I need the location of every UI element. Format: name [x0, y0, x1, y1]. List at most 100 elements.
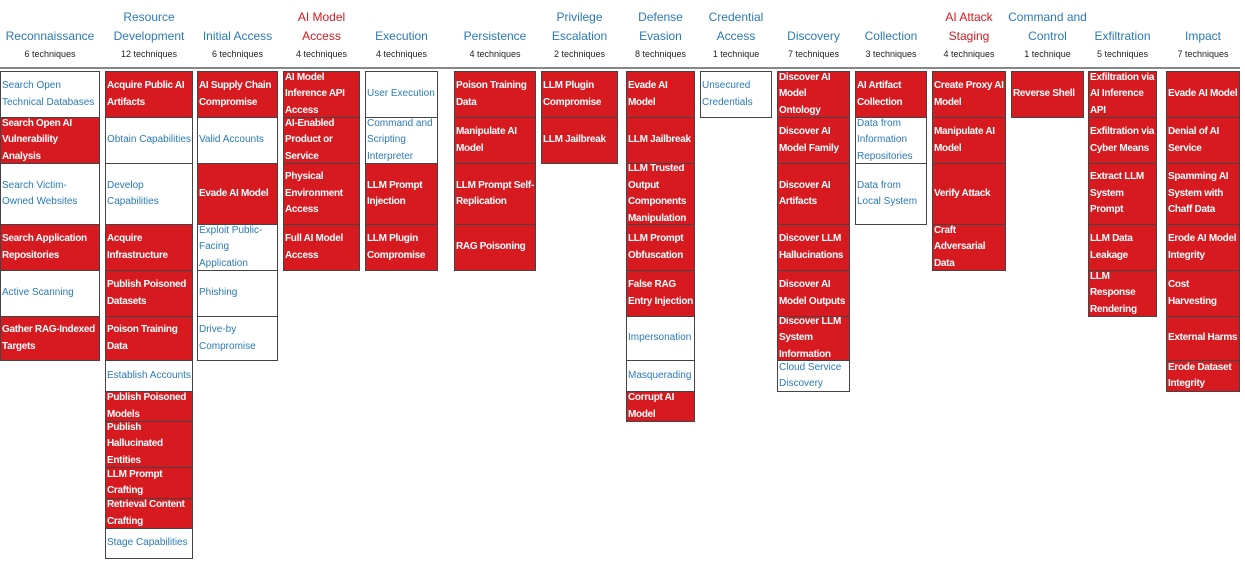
technique-cell[interactable]: RAG Poisoning [454, 225, 536, 271]
technique-cell[interactable]: Cloud Service Discovery [777, 361, 850, 392]
technique-cell[interactable]: Exploit Public-Facing Application [197, 225, 278, 271]
technique-count: 7 techniques [1177, 49, 1229, 59]
technique-cell[interactable]: LLM Trusted Output Components Manipulati… [626, 164, 695, 225]
technique-cell[interactable]: Masquerading [626, 361, 695, 392]
technique-cell[interactable]: Exfiltration via Cyber Means [1088, 118, 1157, 164]
technique-label: Discover AI Model Family [779, 126, 839, 154]
technique-cell[interactable]: Gather RAG-Indexed Targets [0, 317, 100, 361]
technique-cell[interactable]: Data from Information Repositories [855, 118, 927, 164]
technique-cell[interactable]: LLM Plugin Compromise [365, 225, 438, 271]
technique-cell[interactable]: LLM Plugin Compromise [541, 71, 618, 118]
technique-cell[interactable]: Data from Local System [855, 164, 927, 225]
technique-cell[interactable]: Discover LLM Hallucinations [777, 225, 850, 271]
technique-cell[interactable]: LLM Prompt Crafting [105, 468, 193, 499]
technique-cell[interactable]: Discover AI Model Ontology [777, 71, 850, 118]
technique-cell[interactable]: Cost Harvesting [1166, 271, 1240, 317]
technique-cell[interactable]: LLM Prompt Injection [365, 164, 438, 225]
technique-cell[interactable]: AI Artifact Collection [855, 71, 927, 118]
technique-cell[interactable]: Erode Dataset Integrity [1166, 361, 1240, 392]
technique-cell[interactable]: Search Open Technical Databases [0, 71, 100, 118]
technique-cell[interactable]: Discover AI Model Outputs [777, 271, 850, 317]
technique-cell[interactable]: Physical Environment Access [283, 164, 360, 225]
technique-cell[interactable]: LLM Jailbreak [541, 118, 618, 164]
technique-cell[interactable]: LLM Prompt Self-Replication [454, 164, 536, 225]
tactic-title[interactable]: Command and Control [1008, 10, 1087, 43]
tactic-title[interactable]: Initial Access [202, 29, 273, 43]
technique-cell[interactable]: LLM Response Rendering [1088, 271, 1157, 317]
technique-cell[interactable]: External Harms [1166, 317, 1240, 361]
technique-cell[interactable]: False RAG Entry Injection [626, 271, 695, 317]
technique-cell[interactable]: User Execution [365, 71, 438, 118]
technique-cell[interactable]: AI Model Inference API Access [283, 71, 360, 118]
technique-cell[interactable]: Acquire Infrastructure [105, 225, 193, 271]
tactic-title[interactable]: Defense Evasion [638, 10, 683, 43]
technique-cell[interactable]: Unsecured Credentials [700, 71, 772, 118]
technique-cell[interactable]: Evade AI Model [626, 71, 695, 118]
tactic-title[interactable]: Privilege Escalation [551, 10, 608, 43]
technique-label: Data from Local System [857, 179, 918, 208]
technique-cell[interactable]: Publish Poisoned Datasets [105, 271, 193, 317]
technique-label: Erode Dataset Integrity [1168, 361, 1232, 390]
technique-cell[interactable]: Active Scanning [0, 271, 100, 317]
tactic-column-initial-access: AI Supply Chain Compromise Valid Accounts… [197, 71, 278, 361]
technique-cell[interactable]: Craft Adversarial Data [932, 225, 1006, 271]
technique-cell[interactable]: Evade AI Model [1166, 71, 1240, 118]
technique-cell[interactable]: Manipulate AI Model [932, 118, 1006, 164]
technique-cell[interactable]: Erode AI Model Integrity [1166, 225, 1240, 271]
technique-cell[interactable]: Search Open AI Vulnerability Analysis [0, 118, 100, 164]
technique-cell[interactable]: Verify Attack [932, 164, 1006, 225]
technique-cell[interactable]: Command and Scripting Interpreter [365, 118, 438, 164]
technique-cell[interactable]: Spamming AI System with Chaff Data [1166, 164, 1240, 225]
tactic-title[interactable]: AI Attack Staging [945, 10, 993, 43]
technique-cell[interactable]: Valid Accounts [197, 118, 278, 164]
technique-cell[interactable]: Discover AI Model Family [777, 118, 850, 164]
technique-cell[interactable]: Obtain Capabilities [105, 118, 193, 164]
technique-cell[interactable]: Impersonation [626, 317, 695, 361]
technique-cell[interactable]: AI Supply Chain Compromise [197, 71, 278, 118]
technique-cell[interactable]: Extract LLM System Prompt [1088, 164, 1157, 225]
tactic-title[interactable]: Resource Development [113, 10, 185, 43]
tactic-title[interactable]: Discovery [787, 29, 840, 43]
technique-cell[interactable]: LLM Data Leakage [1088, 225, 1157, 271]
technique-cell[interactable]: Poison Training Data [454, 71, 536, 118]
technique-cell[interactable]: Search Victim-Owned Websites [0, 164, 100, 225]
technique-cell[interactable]: Create Proxy AI Model [932, 71, 1006, 118]
tactic-title[interactable]: Credential Access [708, 10, 764, 43]
technique-cell[interactable]: Develop Capabilities [105, 164, 193, 225]
tactic-title[interactable]: Persistence [463, 29, 527, 43]
technique-label: LLM Jailbreak [543, 134, 606, 146]
technique-cell[interactable]: Reverse Shell [1011, 71, 1084, 118]
technique-cell[interactable]: LLM Prompt Obfuscation [626, 225, 695, 271]
tactic-title[interactable]: AI Model Access [297, 10, 346, 43]
technique-cell[interactable]: Publish Hallucinated Entities [105, 422, 193, 468]
tactic-title[interactable]: Execution [375, 29, 428, 43]
technique-cell[interactable]: Denial of AI Service [1166, 118, 1240, 164]
tactic-title[interactable]: Reconnaissance [5, 29, 95, 43]
technique-label: Cost Harvesting [1168, 279, 1217, 307]
technique-cell[interactable]: Acquire Public AI Artifacts [105, 71, 193, 118]
technique-cell[interactable]: AI-Enabled Product or Service [283, 118, 360, 164]
technique-label: Search Victim-Owned Websites [2, 179, 78, 208]
technique-cell[interactable]: Establish Accounts [105, 361, 193, 392]
technique-cell[interactable]: Full AI Model Access [283, 225, 360, 271]
technique-cell[interactable]: Exfiltration via AI Inference API [1088, 71, 1157, 118]
technique-cell[interactable]: Corrupt AI Model [626, 392, 695, 422]
technique-cell[interactable]: Manipulate AI Model [454, 118, 536, 164]
technique-cell[interactable]: Poison Training Data [105, 317, 193, 361]
technique-cell[interactable]: Evade AI Model [197, 164, 278, 225]
technique-cell[interactable]: Drive-by Compromise [197, 317, 278, 361]
technique-cell[interactable]: Discover AI Artifacts [777, 164, 850, 225]
technique-label: External Harms [1168, 332, 1238, 344]
technique-cell[interactable]: Retrieval Content Crafting [105, 499, 193, 529]
technique-label: Manipulate AI Model [934, 126, 995, 154]
technique-label: Cloud Service Discovery [779, 361, 842, 390]
technique-cell[interactable]: Publish Poisoned Models [105, 392, 193, 422]
technique-cell[interactable]: Discover LLM System Information [777, 317, 850, 361]
tactic-title[interactable]: Collection [864, 29, 918, 43]
tactic-title[interactable]: Impact [1184, 29, 1221, 43]
technique-cell[interactable]: Stage Capabilities [105, 529, 193, 559]
technique-cell[interactable]: Phishing [197, 271, 278, 317]
technique-cell[interactable]: LLM Jailbreak [626, 118, 695, 164]
tactic-title[interactable]: Exfiltration [1094, 29, 1151, 43]
technique-cell[interactable]: Search Application Repositories [0, 225, 100, 271]
